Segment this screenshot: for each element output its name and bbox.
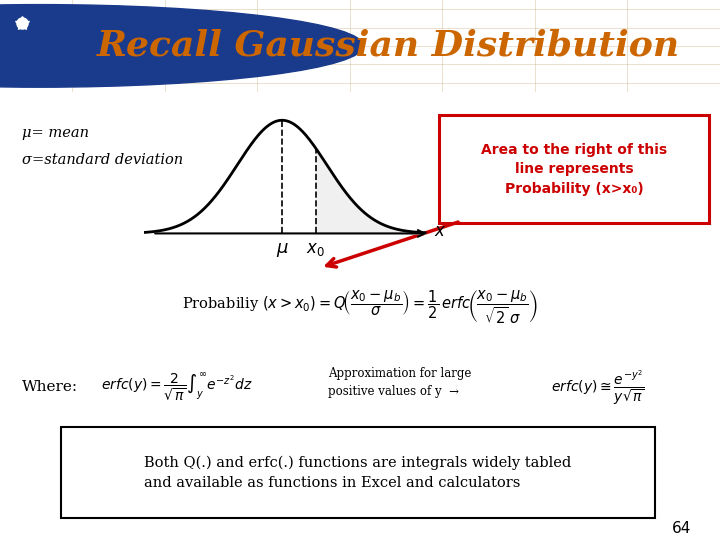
Text: $x$: $x$ [434,222,446,240]
Text: Recall Gaussian Distribution: Recall Gaussian Distribution [97,29,680,63]
Text: $x_0$: $x_0$ [306,241,325,258]
Text: Both Q(.) and erfc(.) functions are integrals widely tabled
and available as fun: Both Q(.) and erfc(.) functions are inte… [144,455,572,490]
Text: $\mu$: $\mu$ [276,241,289,259]
Text: Probabiliy $(x > x_0) = Q\!\left(\dfrac{x_0 - \mu_b}{\sigma}\right) = \dfrac{1}{: Probabiliy $(x > x_0) = Q\!\left(\dfrac{… [182,289,538,326]
FancyBboxPatch shape [61,427,655,518]
Text: Approximation for large
positive values of y  →: Approximation for large positive values … [328,367,471,399]
Text: 64: 64 [672,521,691,536]
Text: $erfc(y) = \dfrac{2}{\sqrt{\pi}}\int_y^{\infty} e^{-z^2}dz$: $erfc(y) = \dfrac{2}{\sqrt{\pi}}\int_y^{… [101,372,253,403]
Text: Where:: Where: [22,380,78,394]
Text: σ=standard deviation: σ=standard deviation [22,153,183,166]
FancyBboxPatch shape [439,115,709,224]
Circle shape [0,4,364,87]
Text: $erfc(y) \cong \dfrac{e^{-y^2}}{y\sqrt{\pi}}$: $erfc(y) \cong \dfrac{e^{-y^2}}{y\sqrt{\… [551,368,644,407]
Text: μ= mean: μ= mean [22,126,89,140]
Text: Area to the right of this
line represents
Probability (x>x₀): Area to the right of this line represent… [481,143,667,195]
